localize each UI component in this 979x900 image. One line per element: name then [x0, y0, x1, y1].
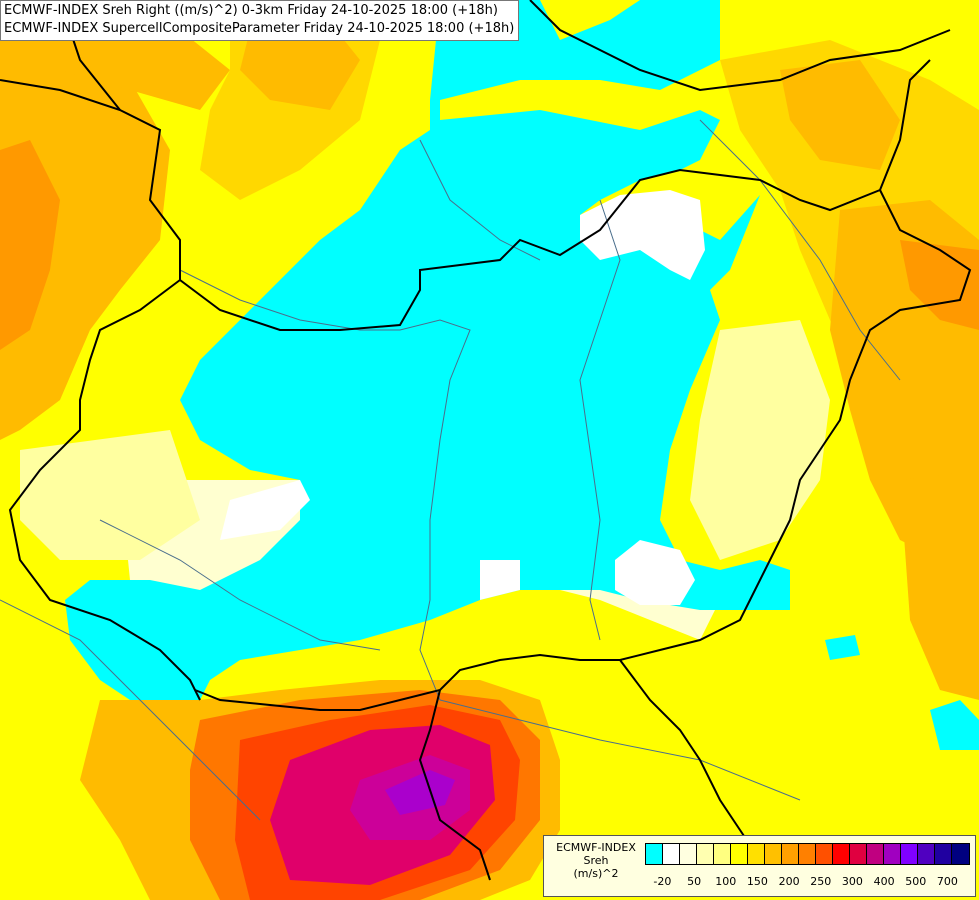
field-pale-west [20, 430, 200, 560]
river-sw [0, 599, 261, 821]
legend-swatch [782, 844, 799, 864]
field-cyan-se-blob [930, 700, 979, 750]
rivers [0, 119, 901, 821]
title-line-scp: ECMWF-INDEX SupercellCompositeParameter … [4, 21, 515, 36]
legend-swatch [765, 844, 782, 864]
legend-parameter: Sreh [583, 854, 609, 867]
legend-swatch [884, 844, 901, 864]
color-legend: ECMWF-INDEX Sreh (m/s)^2 -20 50 100 150 200 2… [543, 835, 976, 897]
field-orange-west [0, 40, 170, 440]
legend-tick-label: 700 [936, 875, 958, 888]
border-se [619, 659, 761, 861]
legend-tick-label: 50 [687, 875, 702, 888]
legend-swatch [714, 844, 731, 864]
legend-swatch [952, 844, 969, 864]
legend-swatch [646, 844, 663, 864]
border-ne [194, 189, 972, 711]
legend-tick-label: 100 [715, 875, 737, 888]
river-south [439, 699, 801, 801]
field-violet-south [385, 770, 455, 815]
river-north [419, 139, 541, 261]
field-orange-west-dark [0, 140, 60, 350]
field-orange-far-east [900, 470, 979, 700]
river-east [699, 119, 901, 381]
legend-unit: (m/s)^2 [573, 867, 619, 880]
field-orange-ne [780, 60, 900, 170]
legend-swatch [901, 844, 918, 864]
border-west [8, 279, 201, 701]
legend-swatch [918, 844, 935, 864]
field-white-south [480, 560, 520, 600]
field-white-sw [220, 480, 310, 540]
field-cyan-main [65, 0, 790, 700]
map-title-box: ECMWF-INDEX Sreh Right ((m/s)^2) 0-3km F… [0, 0, 520, 41]
border-south [418, 689, 491, 881]
river-tisza [579, 199, 621, 641]
legend-swatch [833, 844, 850, 864]
legend-swatch [680, 844, 697, 864]
field-cyan-east-blob [760, 560, 790, 610]
title-line-sreh: ECMWF-INDEX Sreh Right ((m/s)^2) 0-3km F… [4, 3, 498, 18]
legend-swatch [697, 844, 714, 864]
border-north [0, 59, 931, 331]
field-cyan-se-small [825, 635, 860, 660]
legend-swatch [850, 844, 867, 864]
legend-swatch [935, 844, 952, 864]
legend-tick-label: 250 [810, 875, 832, 888]
legend-tick-label: 500 [905, 875, 927, 888]
legend-color-bar [645, 843, 970, 865]
legend-tick-labels: -20 50 100 150 200 250 300 400 500 700 [645, 875, 967, 889]
legend-swatch [816, 844, 833, 864]
legend-swatch [748, 844, 765, 864]
legend-title: ECMWF-INDEX Sreh (m/s)^2 [546, 841, 646, 880]
legend-tick-label: -20 [653, 875, 672, 888]
legend-swatch [731, 844, 748, 864]
legend-source: ECMWF-INDEX [556, 841, 636, 854]
legend-swatch [799, 844, 816, 864]
legend-swatch [867, 844, 884, 864]
river-danube [179, 269, 471, 701]
field-white-east [615, 540, 695, 605]
legend-tick-label: 400 [873, 875, 895, 888]
country-borders [0, 0, 972, 881]
legend-tick-label: 200 [778, 875, 800, 888]
field-white-north [580, 190, 705, 280]
legend-tick-label: 300 [841, 875, 863, 888]
legend-swatch [663, 844, 680, 864]
river-drava [99, 519, 381, 651]
legend-tick-label: 150 [746, 875, 768, 888]
border-far-north [529, 0, 951, 92]
